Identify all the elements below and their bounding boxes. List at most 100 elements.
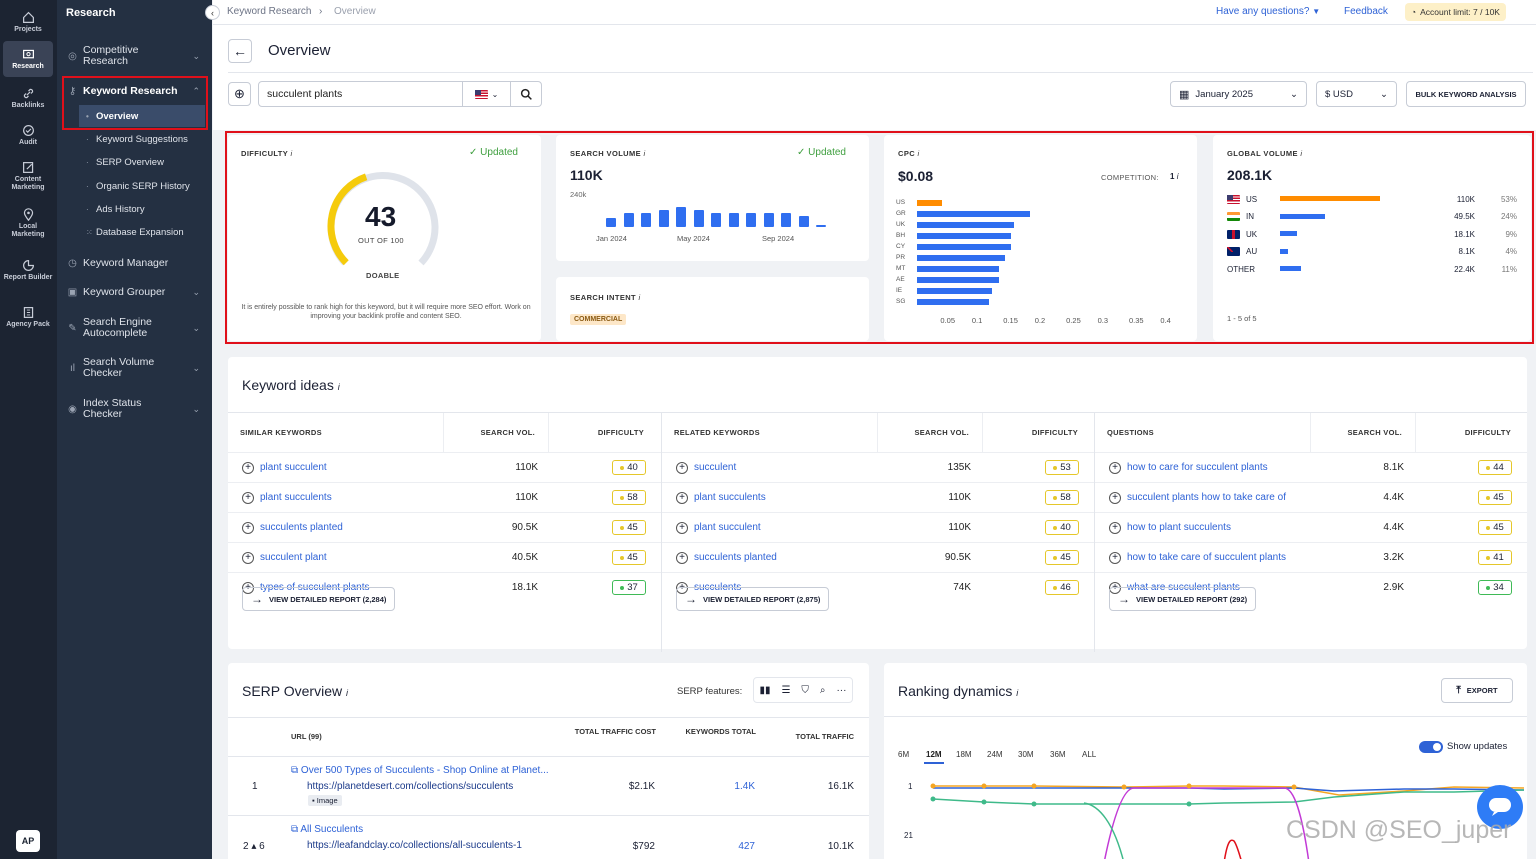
gv-bar[interactable]	[1280, 231, 1297, 236]
keyword-link[interactable]: succulents planted	[260, 522, 343, 533]
serp-result-title[interactable]: ⧉ Over 500 Types of Succulents - Shop On…	[291, 765, 549, 776]
plus-circle-icon[interactable]: +	[1109, 491, 1121, 504]
rail-research[interactable]: Research	[3, 41, 53, 77]
cpc-bar[interactable]	[917, 233, 1012, 239]
date-select[interactable]: ▦ January 2025 ⌄	[1170, 81, 1307, 107]
sv-bar[interactable]	[693, 210, 704, 227]
cpc-bar[interactable]	[917, 299, 990, 305]
gv-bar[interactable]	[1280, 266, 1301, 271]
sv-bar[interactable]	[606, 217, 616, 227]
sv-bar[interactable]	[676, 206, 686, 227]
sv-bar[interactable]	[711, 213, 721, 227]
cpc-bar[interactable]	[917, 222, 1015, 228]
sidebar-item-keyword-research[interactable]: ⚷ Keyword Research ⌃	[66, 86, 206, 98]
keyword-link[interactable]: plant succulents	[260, 492, 332, 503]
cpc-bar[interactable]	[917, 211, 1031, 217]
serp-result-url[interactable]: https://leafandclay.co/collections/all-s…	[307, 840, 522, 851]
sv-bar[interactable]	[746, 213, 756, 227]
rail-audit[interactable]: Audit	[3, 117, 53, 153]
view-detailed-report-button[interactable]: → VIEW DETAILED REPORT (2,284)	[242, 587, 396, 611]
plus-circle-icon[interactable]: +	[676, 521, 688, 534]
plus-circle-icon[interactable]: +	[242, 491, 254, 504]
rail-agency-pack[interactable]: Agency Pack	[3, 298, 53, 336]
plus-circle-icon[interactable]: +	[1109, 551, 1121, 564]
tab-6m[interactable]: 6M	[898, 750, 910, 759]
avatar[interactable]: AP	[16, 830, 40, 852]
sidebar-sub-database-expansion[interactable]: ⁙ Database Expansion	[86, 227, 184, 238]
keyword-link[interactable]: plant succulent	[694, 522, 761, 533]
gv-bar[interactable]	[1280, 196, 1380, 201]
sv-bar[interactable]	[658, 210, 669, 227]
plus-circle-icon[interactable]: +	[676, 491, 688, 504]
sv-bar[interactable]	[781, 213, 791, 227]
keyword-link[interactable]: plant succulents	[694, 492, 766, 503]
add-keyword-button[interactable]: ⊕	[228, 82, 251, 106]
keyword-link[interactable]: how to plant succulents	[1127, 522, 1231, 533]
export-button[interactable]: ⤒ EXPORT	[1441, 678, 1513, 703]
keyword-link[interactable]: succulent plants how to take care of	[1127, 492, 1286, 503]
currency-select[interactable]: $ USD ⌄	[1316, 81, 1397, 107]
account-limit[interactable]: ◔ Account limit: 7 / 10K	[1405, 3, 1506, 21]
sidebar-sub-ads-history[interactable]: · Ads History	[86, 204, 145, 215]
feedback-link[interactable]: Feedback	[1344, 6, 1388, 17]
sidebar-item-competitive-research[interactable]: ◎ Competitive Research ⌄	[66, 45, 206, 67]
keyword-link[interactable]: how to take care of succulent plants	[1127, 552, 1286, 563]
plus-circle-icon[interactable]: +	[676, 461, 688, 474]
sv-bar[interactable]	[641, 213, 651, 227]
chat-button[interactable]	[1477, 785, 1523, 829]
view-detailed-report-button[interactable]: → VIEW DETAILED REPORT (292)	[1109, 587, 1257, 611]
rail-report-builder[interactable]: Report Builder	[3, 251, 53, 289]
rail-content-marketing[interactable]: Content Marketing	[3, 157, 53, 195]
cpc-bar[interactable]	[917, 277, 999, 283]
serp-result-url[interactable]: https://planetdesert.com/collections/suc…	[307, 781, 514, 792]
cpc-bar[interactable]	[917, 200, 943, 206]
serp-keywords[interactable]: 1.4K	[734, 781, 755, 792]
tab-36m[interactable]: 36M	[1050, 750, 1066, 759]
help-dropdown[interactable]: Have any questions? ▼	[1216, 6, 1320, 17]
tab-24m[interactable]: 24M	[987, 750, 1003, 759]
sidebar-item-keyword-grouper[interactable]: ▣ Keyword Grouper ⌄	[66, 287, 206, 299]
keyword-link[interactable]: succulent	[694, 462, 737, 473]
sv-bar[interactable]	[728, 213, 739, 227]
sv-bar[interactable]	[763, 213, 774, 227]
keyword-search-input[interactable]: succulent plants	[258, 81, 463, 107]
tab-30m[interactable]: 30M	[1018, 750, 1034, 759]
sv-bar[interactable]	[623, 213, 634, 227]
collapse-sidebar-button[interactable]: ‹	[205, 5, 220, 20]
sidebar-item-index-status-checker[interactable]: ◉ Index Status Checker ⌄	[66, 398, 206, 420]
sv-bar[interactable]	[798, 216, 809, 227]
cpc-bar[interactable]	[917, 288, 993, 294]
sidebar-sub-organic-serp-history[interactable]: · Organic SERP History	[86, 181, 190, 192]
keyword-link[interactable]: succulent plant	[260, 552, 327, 563]
database-select[interactable]: ⌄	[463, 81, 511, 107]
plus-circle-icon[interactable]: +	[242, 521, 254, 534]
show-updates-toggle[interactable]	[1419, 741, 1443, 753]
keyword-link[interactable]: how to care for succulent plants	[1127, 462, 1268, 473]
tab-all[interactable]: ALL	[1082, 750, 1097, 759]
keyword-link[interactable]: succulents planted	[694, 552, 777, 563]
cpc-bar[interactable]	[917, 266, 999, 272]
serp-features-filter[interactable]: ▮▮ ☰ ⛉ ⌕ ···	[753, 677, 853, 703]
cpc-bar[interactable]	[917, 244, 1012, 250]
gv-bar[interactable]	[1280, 248, 1288, 254]
sidebar-item-keyword-manager[interactable]: ◷ Keyword Manager	[66, 258, 206, 270]
plus-circle-icon[interactable]: +	[1109, 461, 1121, 474]
serp-keywords[interactable]: 427	[738, 841, 755, 852]
plus-circle-icon[interactable]: +	[242, 551, 254, 564]
cpc-bar[interactable]	[917, 255, 1005, 261]
rail-local-marketing[interactable]: Local Marketing	[3, 204, 53, 242]
view-detailed-report-button[interactable]: → VIEW DETAILED REPORT (2,875)	[676, 587, 830, 611]
sv-bar[interactable]	[816, 225, 826, 227]
tab-12m[interactable]: 12M	[924, 750, 944, 764]
sidebar-sub-overview[interactable]: • Overview	[79, 105, 205, 127]
rail-backlinks[interactable]: Backlinks	[3, 80, 53, 116]
plus-circle-icon[interactable]: +	[1109, 521, 1121, 534]
breadcrumb-keyword-research[interactable]: Keyword Research	[227, 6, 312, 17]
sidebar-item-search-engine-autocomplete[interactable]: ✎ Search Engine Autocomplete ⌄	[66, 317, 206, 339]
rail-projects[interactable]: Projects	[3, 4, 53, 40]
sidebar-item-search-volume-checker[interactable]: ıl Search Volume Checker ⌄	[66, 357, 206, 379]
plus-circle-icon[interactable]: +	[242, 461, 254, 474]
sidebar-sub-keyword-suggestions[interactable]: · Keyword Suggestions	[86, 134, 188, 145]
tab-18m[interactable]: 18M	[956, 750, 972, 759]
back-button[interactable]: ←	[228, 39, 252, 63]
